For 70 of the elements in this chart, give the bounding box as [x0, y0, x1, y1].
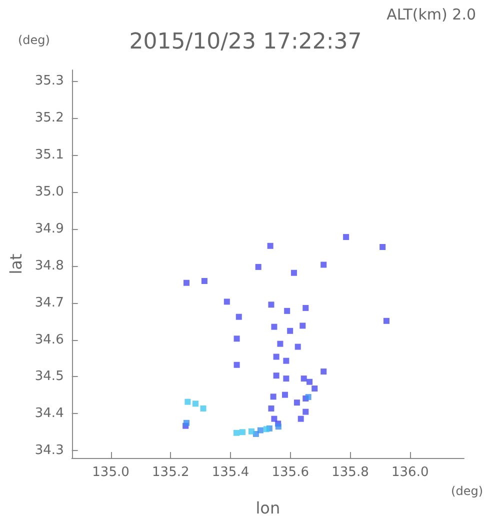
point [184, 398, 191, 405]
point [233, 430, 240, 436]
point [294, 344, 301, 350]
point [201, 278, 208, 284]
x-tick-label: 135.0 [92, 465, 130, 480]
point [320, 368, 327, 375]
point [302, 408, 309, 415]
point [257, 427, 264, 434]
point [271, 324, 278, 330]
point [234, 362, 240, 368]
point [298, 416, 304, 422]
x-tick-label: 135.4 [212, 465, 250, 480]
point [268, 405, 274, 412]
y-tick-label: 35.2 [34, 110, 64, 126]
point [200, 405, 206, 412]
y-tick-label: 34.3 [34, 443, 64, 458]
point [273, 372, 280, 379]
point [236, 314, 242, 320]
point [284, 308, 290, 314]
chart-subtitle: ALT(km) 2.0 [386, 6, 476, 24]
y-tick-label: 34.5 [34, 369, 64, 384]
point [287, 328, 294, 334]
point [263, 426, 270, 432]
x-tick-label: 135.2 [152, 465, 190, 480]
point [270, 394, 276, 400]
point [184, 280, 190, 286]
point [277, 340, 284, 347]
point [268, 302, 274, 308]
point [255, 264, 262, 270]
point [300, 376, 307, 382]
point [275, 424, 282, 430]
point [271, 416, 278, 422]
point [305, 394, 312, 400]
y-tick-label: 35.1 [34, 147, 64, 162]
y-tick-label: 34.8 [34, 258, 64, 274]
point [224, 298, 230, 305]
point [320, 262, 327, 268]
point [192, 400, 198, 407]
point [283, 376, 290, 382]
point [283, 358, 290, 364]
point [294, 400, 300, 406]
x-tick-label: 136.0 [392, 465, 429, 480]
point [273, 354, 280, 360]
point [302, 304, 309, 311]
y-tick-label: 35.3 [34, 74, 64, 89]
point [343, 234, 350, 240]
point [184, 420, 190, 426]
x-tick-label: 135.6 [272, 465, 309, 480]
text: (deg) [451, 484, 484, 498]
y-tick-label: 34.7 [34, 295, 64, 310]
point [248, 428, 254, 434]
point [234, 336, 240, 342]
chart-title: 2015/10/23 17:22:37 [129, 30, 362, 54]
point [300, 322, 306, 329]
point [267, 242, 274, 249]
x-axis-title: lon [256, 498, 280, 518]
point [306, 378, 313, 385]
y-tick-label: 34.4 [34, 406, 64, 422]
point [239, 429, 246, 436]
y-tick-label: 34.9 [34, 221, 64, 236]
point [383, 318, 390, 324]
text: (deg) [18, 33, 50, 47]
point [312, 386, 318, 392]
point [282, 392, 288, 398]
y-tick-label: 34.6 [34, 332, 64, 348]
y-tick-label: 35.0 [34, 184, 64, 200]
point [380, 244, 386, 250]
y-axis-title: lat [6, 254, 26, 274]
x-tick-label: 135.8 [332, 465, 369, 480]
point [290, 270, 297, 276]
